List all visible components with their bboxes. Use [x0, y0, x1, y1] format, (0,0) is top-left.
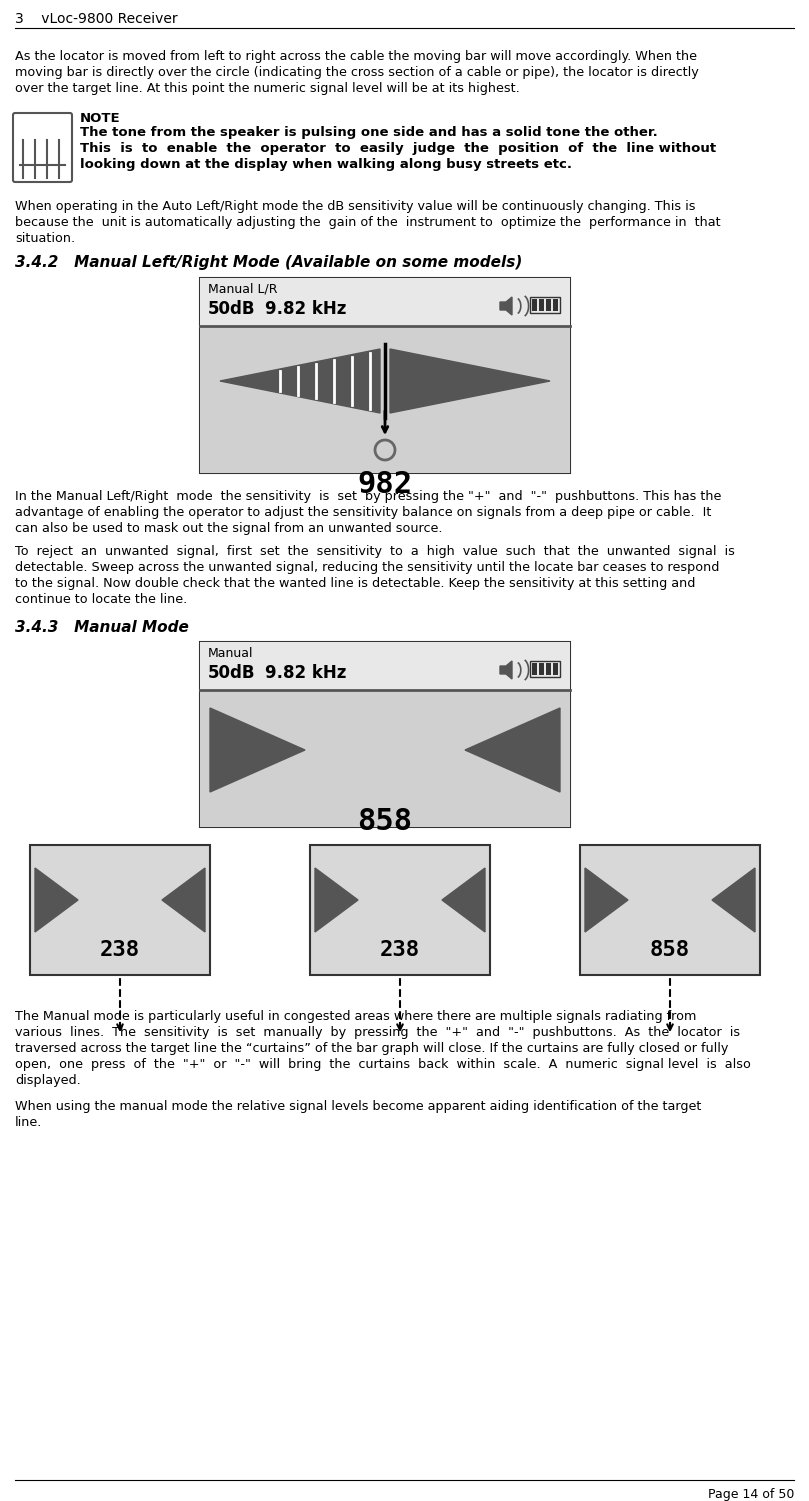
Text: looking down at the display when walking along busy streets etc.: looking down at the display when walking…: [80, 158, 572, 171]
Text: 982: 982: [358, 470, 413, 498]
Bar: [200, 642, 570, 827]
Circle shape: [375, 440, 395, 459]
Polygon shape: [500, 660, 512, 678]
Text: because the  unit is automatically adjusting the  gain of the  instrument to  op: because the unit is automatically adjust…: [15, 216, 721, 230]
Text: 9.82 kHz: 9.82 kHz: [265, 300, 346, 318]
Polygon shape: [500, 297, 512, 315]
Text: open,  one  press  of  the  "+"  or  "-"  will  bring  the  curtains  back  with: open, one press of the "+" or "-" will b…: [15, 1058, 751, 1072]
Text: 3    vLoc-9800 Receiver: 3 vLoc-9800 Receiver: [15, 12, 178, 26]
Polygon shape: [465, 708, 560, 793]
Bar: [200, 278, 570, 326]
FancyBboxPatch shape: [13, 113, 72, 182]
Text: Manual: Manual: [208, 647, 253, 660]
Polygon shape: [210, 708, 305, 793]
Text: NOTE: NOTE: [80, 113, 121, 125]
Bar: [546, 299, 551, 311]
Text: As the locator is moved from left to right across the cable the moving bar will : As the locator is moved from left to rig…: [15, 50, 697, 63]
Text: When using the manual mode the relative signal levels become apparent aiding ide: When using the manual mode the relative …: [15, 1100, 701, 1114]
Polygon shape: [390, 350, 550, 413]
Text: 50dB: 50dB: [208, 300, 256, 318]
Bar: [539, 663, 544, 675]
Text: 858: 858: [358, 808, 413, 836]
Text: In the Manual Left/Right  mode  the sensitivity  is  set  by pressing the "+"  a: In the Manual Left/Right mode the sensit…: [15, 489, 722, 503]
Bar: [200, 642, 570, 690]
Text: 858: 858: [650, 940, 690, 961]
Bar: [553, 663, 558, 675]
Text: 9.82 kHz: 9.82 kHz: [265, 663, 346, 681]
Polygon shape: [442, 868, 485, 932]
Bar: [30, 845, 210, 976]
Text: When operating in the Auto Left/Right mode the dB sensitivity value will be cont: When operating in the Auto Left/Right mo…: [15, 200, 696, 213]
Bar: [200, 278, 570, 473]
Text: The tone from the speaker is pulsing one side and has a solid tone the other.: The tone from the speaker is pulsing one…: [80, 126, 658, 140]
Text: 50dB: 50dB: [208, 663, 256, 681]
Text: The Manual mode is particularly useful in congested areas where there are multip: The Manual mode is particularly useful i…: [15, 1010, 697, 1024]
Text: Manual L/R: Manual L/R: [208, 284, 277, 296]
Bar: [580, 845, 760, 976]
Text: can also be used to mask out the signal from an unwanted source.: can also be used to mask out the signal …: [15, 522, 443, 534]
Text: displayed.: displayed.: [15, 1075, 81, 1087]
Text: traversed across the target line the “curtains” of the bar graph will close. If : traversed across the target line the “cu…: [15, 1042, 728, 1055]
Text: 3.4.2   Manual Left/Right Mode (Available on some models): 3.4.2 Manual Left/Right Mode (Available …: [15, 255, 523, 270]
Text: advantage of enabling the operator to adjust the sensitivity balance on signals : advantage of enabling the operator to ad…: [15, 506, 711, 519]
Text: moving bar is directly over the circle (indicating the cross section of a cable : moving bar is directly over the circle (…: [15, 66, 699, 80]
Text: line.: line.: [15, 1117, 42, 1129]
Bar: [532, 663, 537, 675]
Text: to the signal. Now double check that the wanted line is detectable. Keep the sen: to the signal. Now double check that the…: [15, 576, 696, 590]
Text: Page 14 of 50: Page 14 of 50: [708, 1487, 794, 1501]
Text: situation.: situation.: [15, 233, 75, 245]
Bar: [546, 663, 551, 675]
Text: detectable. Sweep across the unwanted signal, reducing the sensitivity until the: detectable. Sweep across the unwanted si…: [15, 561, 719, 573]
Bar: [200, 690, 570, 827]
Text: To  reject  an  unwanted  signal,  first  set  the  sensitivity  to  a  high  va: To reject an unwanted signal, first set …: [15, 545, 735, 558]
Bar: [530, 297, 560, 314]
Polygon shape: [585, 868, 628, 932]
Text: 238: 238: [380, 940, 420, 961]
Polygon shape: [315, 868, 358, 932]
Polygon shape: [712, 868, 755, 932]
Bar: [530, 660, 560, 677]
Text: This  is  to  enable  the  operator  to  easily  judge  the  position  of  the  : This is to enable the operator to easily…: [80, 143, 716, 155]
Text: continue to locate the line.: continue to locate the line.: [15, 593, 187, 606]
Bar: [200, 326, 570, 473]
Text: over the target line. At this point the numeric signal level will be at its high: over the target line. At this point the …: [15, 83, 519, 95]
Polygon shape: [162, 868, 205, 932]
Text: 238: 238: [100, 940, 140, 961]
Bar: [553, 299, 558, 311]
Polygon shape: [35, 868, 78, 932]
Text: various  lines.  The  sensitivity  is  set  manually  by  pressing  the  "+"  an: various lines. The sensitivity is set ma…: [15, 1027, 740, 1039]
Polygon shape: [220, 350, 380, 413]
Bar: [310, 845, 490, 976]
Bar: [532, 299, 537, 311]
Bar: [539, 299, 544, 311]
Text: 3.4.3   Manual Mode: 3.4.3 Manual Mode: [15, 620, 188, 635]
